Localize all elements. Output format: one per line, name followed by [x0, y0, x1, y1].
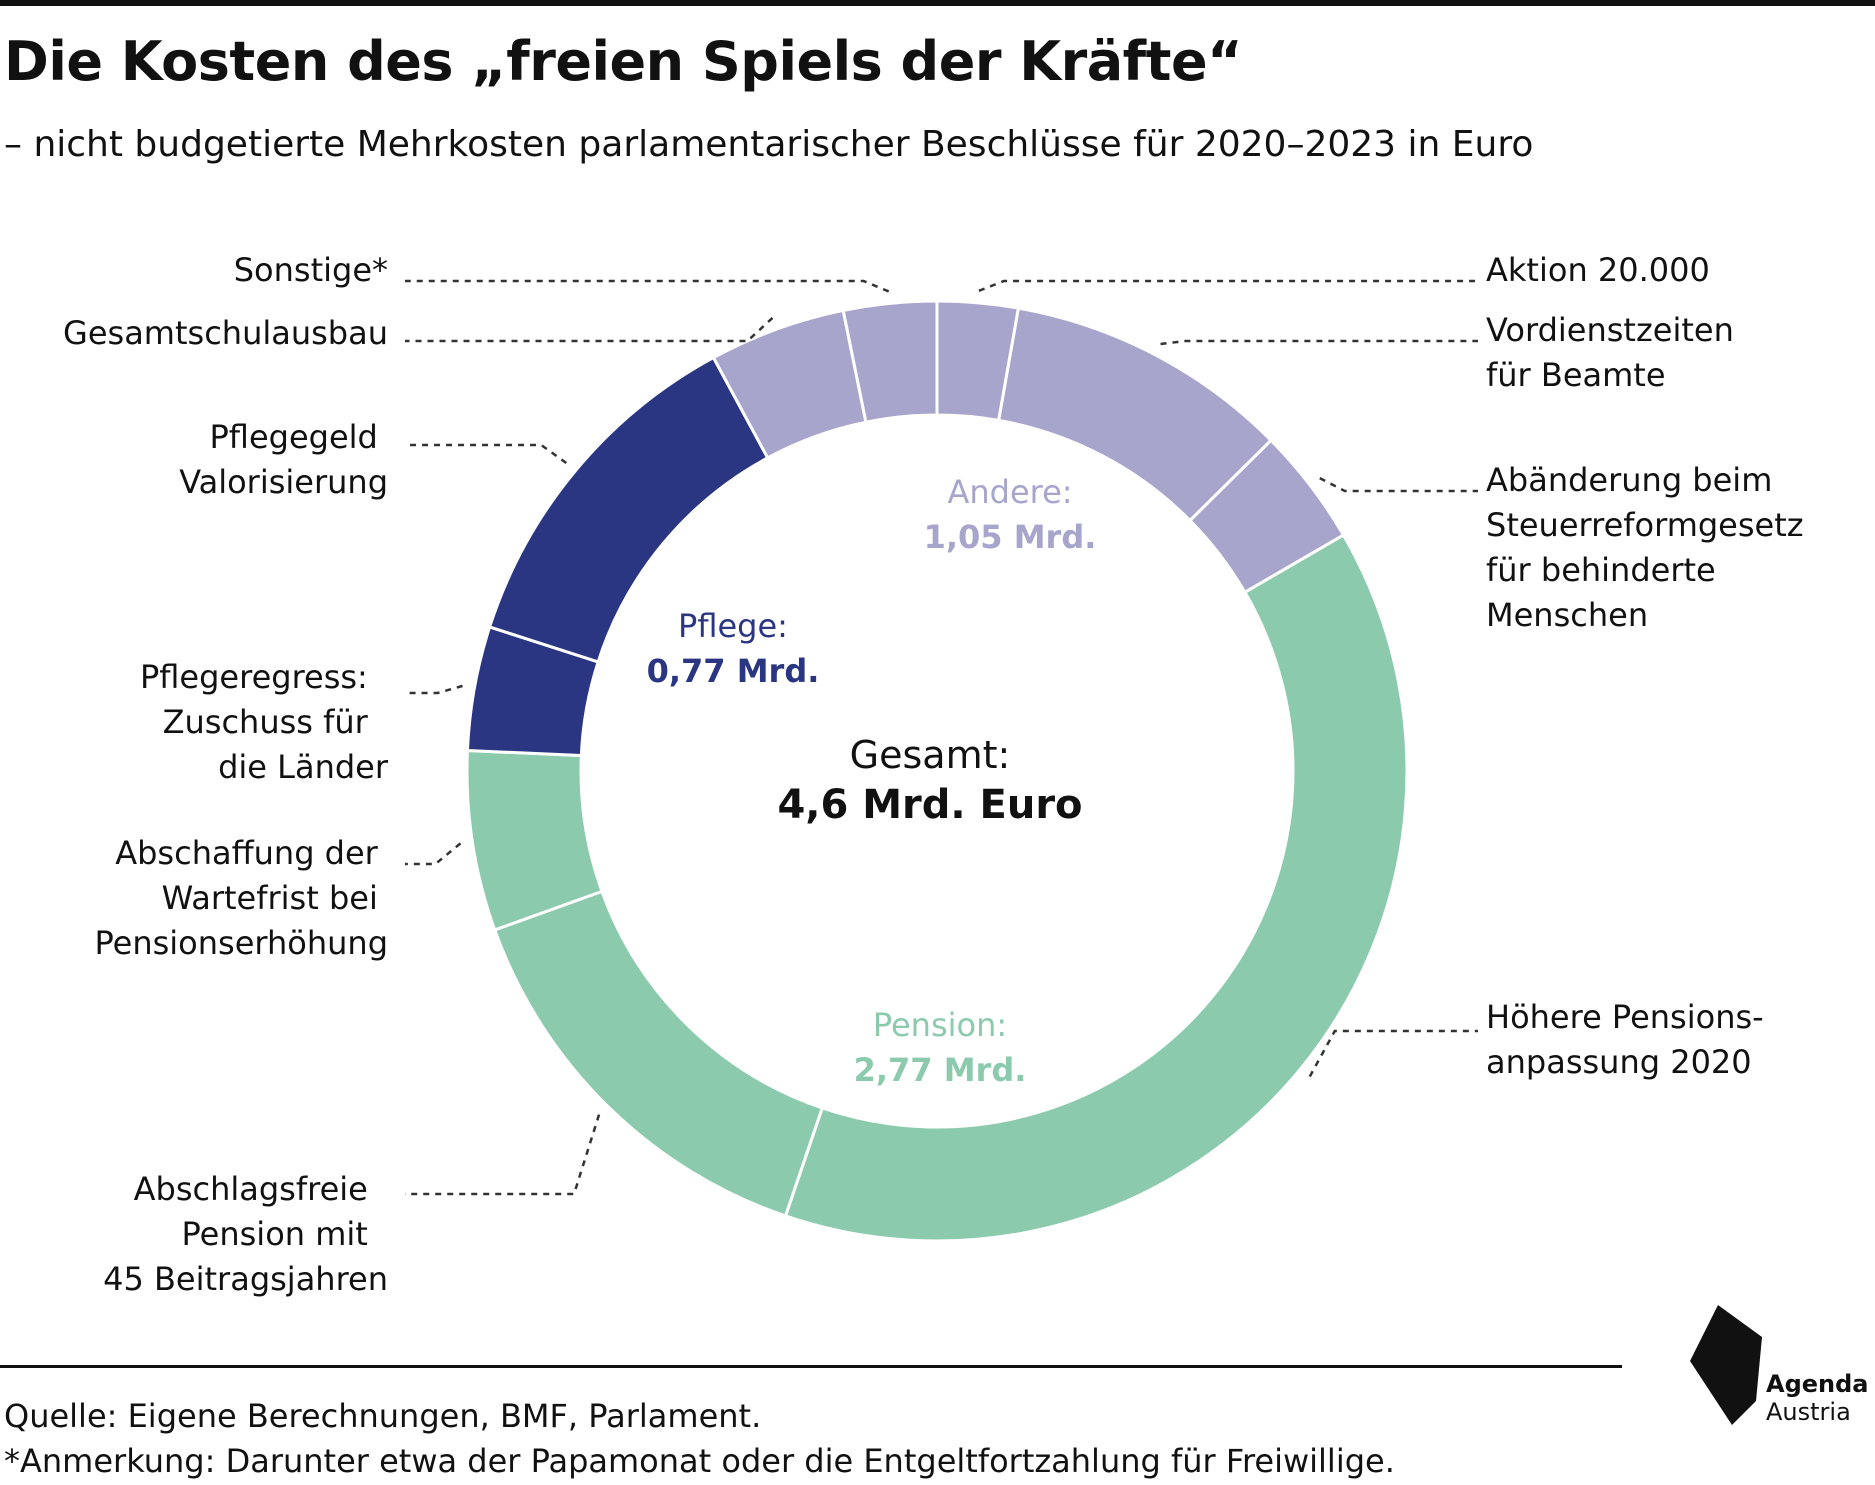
slice-sonstige	[841, 299, 939, 424]
group-pension-name: Pension:	[873, 1006, 1007, 1044]
slice-höhere-pensionsanpassung-2020	[783, 533, 1409, 1243]
agenda-austria-logo-icon	[1690, 1305, 1762, 1425]
leader-lines	[405, 279, 1478, 1196]
label-pflegeregress: Pflegeregress: Zuschuss für die Länder	[140, 658, 389, 786]
donut-slices	[465, 299, 1409, 1243]
label-gesamtschulausbau: Gesamtschulausbau	[63, 314, 388, 352]
label-hoehere-pensionsanpassung: Höhere Pensions- anpassung 2020	[1486, 998, 1774, 1081]
donut-chart: Sonstige* Gesamtschulausbau Pflegegeld V…	[63, 251, 1814, 1298]
group-andere-value: 1,05 Mrd.	[924, 518, 1097, 556]
leader-line	[405, 317, 774, 343]
label-aktion-20000: Aktion 20.000	[1486, 251, 1710, 289]
label-abschlagsfreie-pension: Abschlagsfreie Pension mit 45 Beitragsja…	[103, 1170, 388, 1298]
group-pflege-value: 0,77 Mrd.	[647, 652, 820, 690]
label-wartefrist: Abschaffung der Wartefrist bei Pensionse…	[94, 834, 388, 962]
top-rule	[0, 0, 1875, 6]
center-value: 4,6 Mrd. Euro	[777, 782, 1082, 828]
slice-abschlagsfreie-pension-mit-45-beitragsjahren	[492, 889, 825, 1218]
source-note: Quelle: Eigene Berechnungen, BMF, Parlam…	[4, 1397, 762, 1435]
logo-sub: Austria	[1766, 1398, 1851, 1426]
left-labels: Sonstige* Gesamtschulausbau Pflegegeld V…	[63, 251, 389, 1298]
leader-line	[405, 684, 463, 695]
group-pension-value: 2,77 Mrd.	[854, 1051, 1027, 1089]
leader-line	[405, 279, 890, 293]
chart-title: Die Kosten des „freien Spiels der Kräfte…	[4, 30, 1243, 93]
label-sonstige: Sonstige*	[234, 251, 388, 289]
leader-line	[405, 842, 462, 866]
label-pflegegeld-valorisierung: Pflegegeld Valorisierung	[179, 418, 388, 501]
leader-line	[405, 443, 568, 464]
label-steuerreformgesetz: Abänderung beim Steuerreformgesetz für b…	[1486, 461, 1814, 634]
group-andere-name: Andere:	[947, 473, 1072, 511]
leader-line	[405, 1114, 601, 1196]
center-label: Gesamt:	[850, 733, 1011, 777]
right-labels: Aktion 20.000 Vordienstzeiten für Beamte…	[1486, 251, 1814, 1081]
group-pflege-name: Pflege:	[678, 607, 788, 645]
leader-line	[1160, 339, 1478, 346]
leader-line	[978, 279, 1478, 292]
leader-line	[1319, 476, 1478, 493]
logo-name: Agenda	[1766, 1370, 1869, 1398]
footnote: *Anmerkung: Darunter etwa der Papamonat …	[4, 1442, 1395, 1480]
chart-subtitle: – nicht budgetierte Mehrkosten parlament…	[4, 124, 1534, 165]
bottom-rule	[0, 1365, 1622, 1368]
leader-line	[1308, 1029, 1478, 1078]
label-vordienstzeiten: Vordienstzeiten für Beamte	[1486, 311, 1744, 394]
